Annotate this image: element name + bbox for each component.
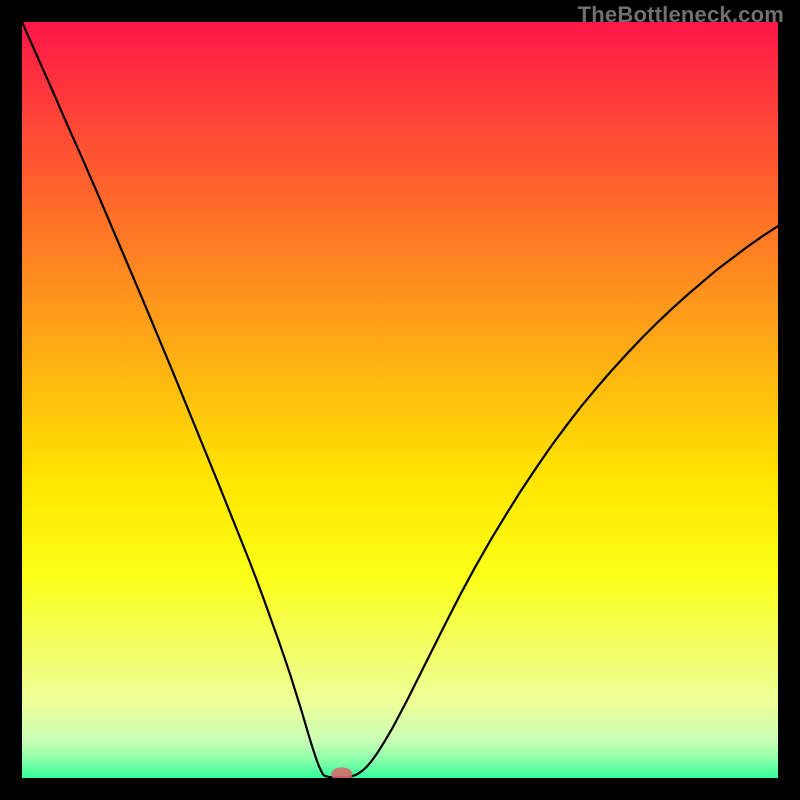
chart-svg — [22, 22, 778, 778]
chart-frame: TheBottleneck.com — [0, 0, 800, 800]
gradient-background — [22, 22, 778, 778]
plot-area — [22, 22, 778, 778]
